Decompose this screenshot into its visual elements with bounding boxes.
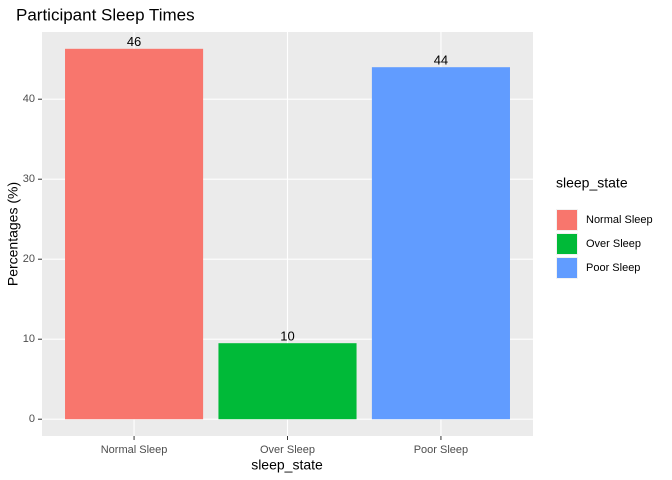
bar xyxy=(65,48,204,420)
chart-title: Participant Sleep Times xyxy=(16,5,195,24)
legend-label: Over Sleep xyxy=(586,238,641,250)
legend-title: sleep_state xyxy=(556,175,628,191)
bar xyxy=(371,67,510,420)
value-label: 44 xyxy=(434,53,448,68)
x-axis-title: sleep_state xyxy=(251,457,323,473)
x-tick-label: Poor Sleep xyxy=(414,444,468,456)
marks xyxy=(65,48,510,420)
y-tick-label: 10 xyxy=(23,333,35,345)
x-tick-label: Over Sleep xyxy=(260,444,315,456)
legend-label: Normal Sleep xyxy=(586,214,653,226)
bar xyxy=(218,343,357,420)
y-tick-label: 40 xyxy=(23,93,35,105)
value-label: 46 xyxy=(127,34,141,49)
y-tick-label: 20 xyxy=(23,253,35,265)
legend-swatch xyxy=(557,258,577,278)
legend-swatch xyxy=(557,234,577,254)
y-tick-label: 0 xyxy=(29,413,35,425)
legend-label: Poor Sleep xyxy=(586,262,640,274)
y-axis-title: Percentages (%) xyxy=(5,182,21,286)
value-label: 10 xyxy=(280,329,294,344)
legend-swatch xyxy=(557,210,577,230)
x-tick-label: Normal Sleep xyxy=(101,444,168,456)
y-tick-label: 30 xyxy=(23,173,35,185)
